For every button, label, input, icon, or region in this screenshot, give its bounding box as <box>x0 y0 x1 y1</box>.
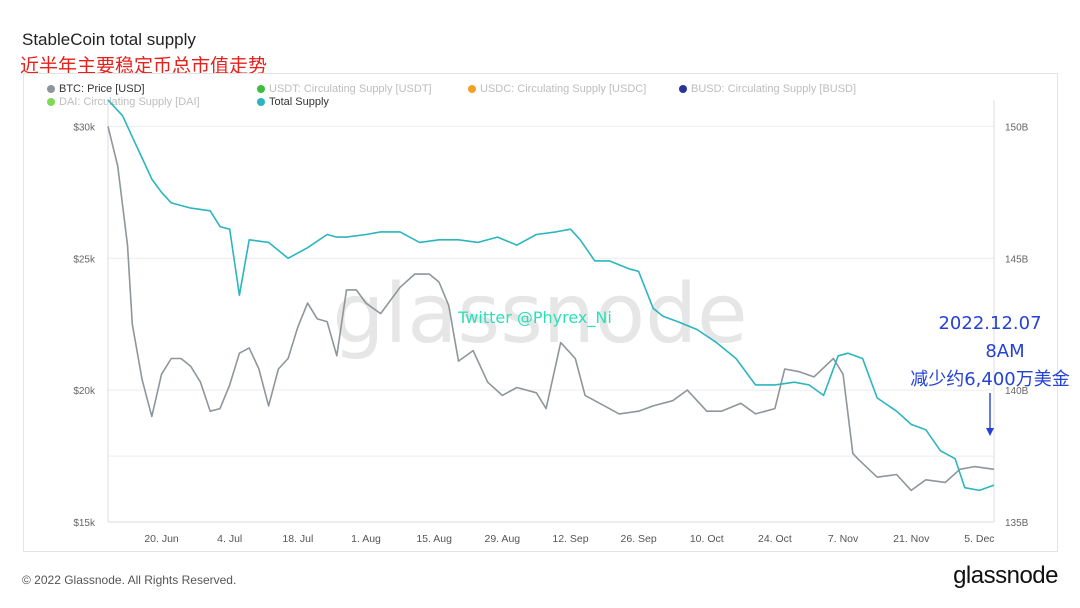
legend-dot-icon <box>47 98 55 106</box>
legend-item-btc-price[interactable]: BTC: Price [USD] <box>47 83 145 95</box>
y-left-tick-label: $30k <box>73 122 96 133</box>
chart-subtitle: 近半年主要稳定币总市值走势 <box>20 55 268 77</box>
y-right-tick-label: 145B <box>1005 254 1029 265</box>
legend-item-total-supply[interactable]: Total Supply <box>257 96 329 108</box>
y-left-tick-label: $15k <box>73 518 96 529</box>
legend-label: DAI: Circulating Supply [DAI] <box>59 96 200 108</box>
y-right-tick-label: 150B <box>1005 122 1029 133</box>
x-tick-label: 20. Jun <box>144 533 179 545</box>
x-tick-label: 26. Sep <box>621 533 657 545</box>
annotation-line: 2022.12.07 <box>938 313 1041 334</box>
x-tick-label: 18. Jul <box>282 533 313 545</box>
x-tick-label: 29. Aug <box>485 533 521 545</box>
annotation-line: 8AM <box>985 341 1024 362</box>
legend-dot-icon <box>47 85 55 93</box>
legend-item-usdc[interactable]: USDC: Circulating Supply [USDC] <box>468 83 646 95</box>
x-tick-label: 5. Dec <box>964 533 994 545</box>
glassnode-logo: glassnode <box>953 562 1058 589</box>
legend-dot-icon <box>468 85 476 93</box>
legend-dot-icon <box>679 85 687 93</box>
annotation-line: 减少约6,400万美金 <box>910 369 1070 390</box>
legend-item-usdt[interactable]: USDT: Circulating Supply [USDT] <box>257 83 432 95</box>
watermark-text: glassnode <box>332 267 747 362</box>
series-line-btc-price-usd- <box>107 126 995 492</box>
x-tick-label: 24. Oct <box>758 533 792 545</box>
x-tick-label: 4. Jul <box>217 533 242 545</box>
legend-item-dai[interactable]: DAI: Circulating Supply [DAI] <box>47 96 200 108</box>
arrow-down-icon <box>986 428 994 436</box>
y-left-tick-label: $25k <box>73 254 96 265</box>
series-line-total-supply <box>107 99 995 492</box>
x-tick-label: 15. Aug <box>416 533 452 545</box>
x-tick-label: 21. Nov <box>893 533 930 545</box>
x-tick-label: 7. Nov <box>828 533 859 545</box>
y-right-tick-label: 140B <box>1005 386 1029 397</box>
chart-frame <box>23 73 1058 552</box>
y-left-tick-label: $20k <box>73 386 96 397</box>
y-right-tick-label: 135B <box>1005 518 1029 529</box>
legend-label: USDC: Circulating Supply [USDC] <box>480 83 647 95</box>
legend-label: Total Supply <box>269 96 329 108</box>
copyright-text: © 2022 Glassnode. All Rights Reserved. <box>22 573 237 587</box>
chart-title: StableCoin total supply <box>22 30 196 49</box>
x-tick-label: 10. Oct <box>690 533 724 545</box>
legend-label: USDT: Circulating Supply [USDT] <box>269 83 432 95</box>
x-tick-label: 1. Aug <box>351 533 381 545</box>
legend-dot-icon <box>257 98 265 106</box>
legend-label: BTC: Price [USD] <box>59 83 145 95</box>
legend-dot-icon <box>257 85 265 93</box>
legend-label: BUSD: Circulating Supply [BUSD] <box>691 83 857 95</box>
twitter-handle-text: Twitter @Phyrex_Ni <box>457 308 612 328</box>
legend-item-busd[interactable]: BUSD: Circulating Supply [BUSD] <box>679 83 856 95</box>
x-tick-label: 12. Sep <box>552 533 588 545</box>
